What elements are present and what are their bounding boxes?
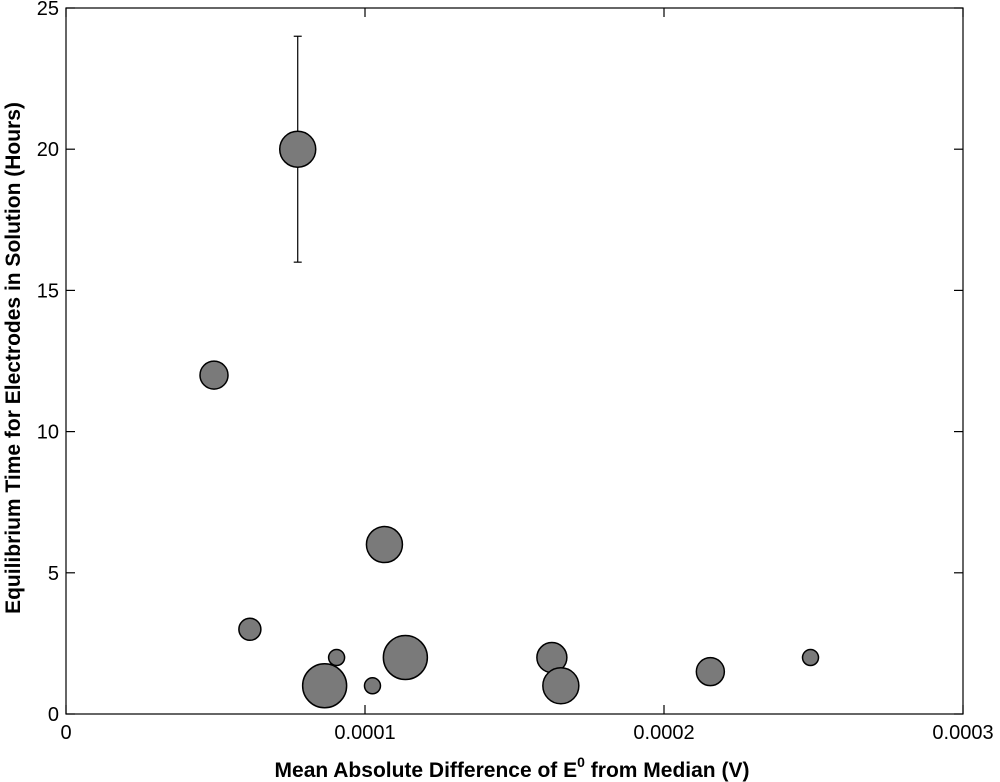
- x-tick-label: 0: [60, 722, 71, 744]
- data-point: [801, 648, 820, 667]
- data-point: [542, 667, 580, 705]
- data-point: [301, 663, 348, 709]
- x-axis-label-prefix: Mean Absolute Difference of E: [275, 759, 578, 782]
- y-tick-label: 5: [48, 563, 59, 585]
- x-axis-label: Mean Absolute Difference of E0 from Medi…: [275, 754, 750, 782]
- x-axis-label-suffix: from Median (V): [585, 759, 750, 782]
- y-axis-label: Equilibrium Time for Electrodes in Solut…: [2, 102, 25, 614]
- plot-frame: [65, 7, 964, 715]
- data-point: [363, 677, 382, 695]
- x-axis-label-superscript: 0: [577, 754, 585, 770]
- x-tick-label: 0.0001: [334, 722, 395, 744]
- x-tick-label: 0.0003: [932, 722, 993, 744]
- y-tick-label: 20: [37, 139, 59, 161]
- y-tick-label: 25: [37, 0, 59, 20]
- y-tick-label: 10: [37, 422, 59, 444]
- data-point: [365, 525, 404, 564]
- data-point: [327, 648, 346, 667]
- points-layer: [199, 130, 820, 709]
- data-point: [238, 617, 262, 642]
- ticks-layer: 0 0.0001 0.0002 0.0003 0 5 10 15 20 25: [37, 0, 994, 744]
- data-point: [199, 360, 229, 390]
- y-tick-label: 0: [48, 704, 59, 726]
- y-tick-label: 15: [37, 280, 59, 302]
- x-tick-label: 0.0002: [633, 722, 694, 744]
- data-point: [382, 634, 429, 681]
- data-point: [278, 130, 317, 168]
- data-point: [695, 656, 726, 687]
